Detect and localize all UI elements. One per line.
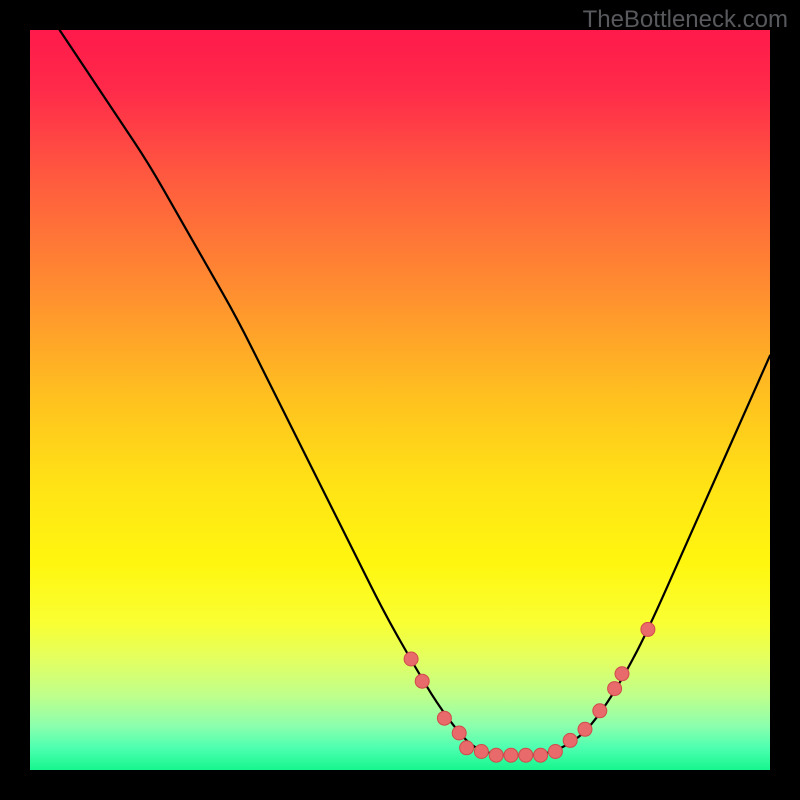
watermark-text: TheBottleneck.com	[583, 6, 788, 34]
marker-point	[460, 741, 474, 755]
marker-point	[404, 652, 418, 666]
marker-point	[563, 733, 577, 747]
marker-point	[608, 682, 622, 696]
marker-point	[615, 667, 629, 681]
marker-point	[437, 711, 451, 725]
plot-area	[30, 30, 770, 770]
marker-point	[474, 745, 488, 759]
marker-point	[593, 704, 607, 718]
marker-point	[534, 748, 548, 762]
marker-point	[452, 726, 466, 740]
marker-point	[641, 622, 655, 636]
marker-point	[519, 748, 533, 762]
marker-point	[548, 745, 562, 759]
marker-point	[489, 748, 503, 762]
marker-point	[578, 722, 592, 736]
chart-svg	[0, 0, 800, 800]
marker-point	[504, 748, 518, 762]
marker-point	[415, 674, 429, 688]
chart-frame: TheBottleneck.com	[0, 0, 800, 800]
